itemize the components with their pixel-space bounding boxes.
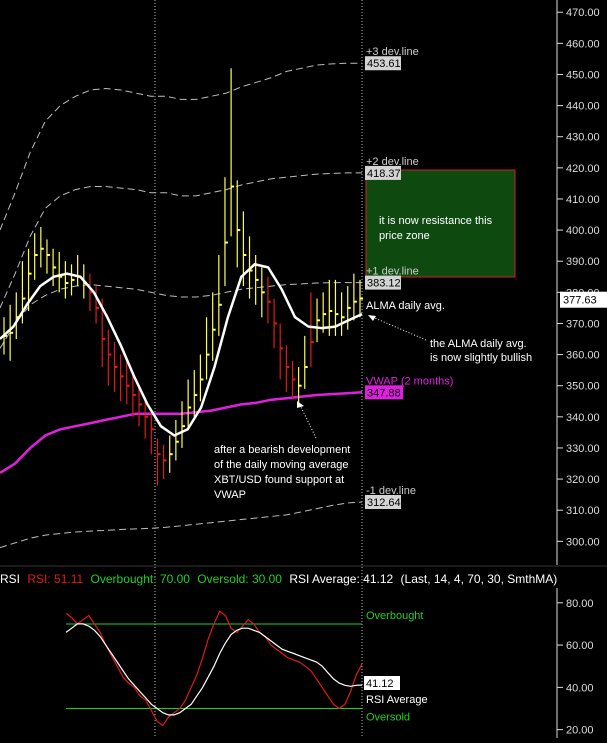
price-axis-tick-label: 430.00	[566, 132, 600, 144]
vwap-note-label: after a bearish development of the daily …	[214, 444, 350, 501]
vwap-label: VWAP (2 months)	[366, 375, 453, 387]
price-axis-tick-label: 310.00	[566, 505, 600, 517]
dev-band-line	[0, 62, 362, 231]
dev-band-label: +1 dev.line	[366, 266, 419, 278]
vwap-value-box	[365, 385, 403, 400]
rsi-header-name: RSI	[0, 572, 21, 586]
vwap-note-label-line: VWAP	[214, 489, 246, 501]
price-axis-tick-label: 470.00	[566, 7, 600, 19]
oversold-label: Oversold	[366, 712, 410, 724]
dev-band-label: -1 dev.line	[366, 485, 416, 497]
dev-band-line	[0, 172, 362, 309]
price-axis-tick-label: 440.00	[566, 101, 600, 113]
alma-note-label: the ALMA daily avg. is now slightly bulli…	[430, 338, 532, 364]
resistance-zone-label: it is now resistance this price zone	[379, 215, 493, 242]
price-axis-tick-label: 360.00	[566, 350, 600, 362]
dev-band-value-box	[365, 275, 401, 290]
rsi-axis-tick-label: 40.00	[566, 682, 594, 694]
rsi-average-value-label: 41.12	[366, 678, 394, 690]
rsi-header-oversold: Oversold: 30.00	[197, 572, 282, 586]
last-price-box	[560, 291, 607, 308]
overbought-label: Overbought	[366, 610, 423, 622]
rsi-average-value-box	[364, 676, 400, 691]
last-price-label: 377.63	[563, 295, 597, 307]
resistance-zone-label-line: price zone	[379, 230, 430, 242]
dev-band-value-box	[365, 56, 401, 71]
dev-band-value-box	[365, 165, 401, 180]
rsi-header-params: (Last, 14, 4, 70, 30, SmthMA)	[400, 572, 558, 586]
price-axis-tick-label: 390.00	[566, 256, 600, 268]
price-axis-tick-label: 350.00	[566, 381, 600, 393]
dev-band-value-label: 453.61	[367, 58, 401, 70]
price-axis-tick-label: 340.00	[566, 412, 600, 424]
dev-band-label: +3 dev.line	[366, 46, 419, 58]
rsi-average-line	[65, 623, 363, 716]
price-axis-tick-label: 370.00	[566, 318, 600, 330]
rsi-header-overbought: Overbought: 70.00	[90, 572, 190, 586]
price-axis-tick-label: 450.00	[566, 69, 600, 81]
rsi-header-average: RSI Average: 41.12	[289, 572, 394, 586]
price-axis-tick-label: 410.00	[566, 194, 600, 206]
rsi-axis-tick-label: 20.00	[566, 725, 594, 737]
vwap-value-label: 347.88	[367, 387, 401, 399]
alma-note-label-line: the ALMA daily avg.	[430, 338, 527, 350]
alma-note-arrowhead	[368, 315, 376, 321]
dev-band-label: +2 dev.line	[366, 156, 419, 168]
vwap-note-arrowhead	[297, 401, 304, 408]
price-axis-tick-label: 420.00	[566, 163, 600, 175]
resistance-zone-label-line: it is now resistance this	[379, 215, 493, 227]
dev-band-value-box	[365, 494, 401, 509]
alma-note-label-line: is now slightly bullish	[430, 352, 532, 364]
vwap-note-label-line: of the daily moving average	[214, 459, 349, 471]
rsi-average-label: RSI Average	[366, 694, 428, 706]
vwap-note-arrow	[299, 404, 317, 439]
dev-band-line	[0, 282, 362, 349]
vwap-line	[0, 391, 363, 474]
dev-band-value-label: 418.37	[367, 168, 401, 180]
rsi-header: RSI RSI: 51.11 Overbought: 70.00 Oversol…	[0, 572, 561, 588]
rsi-axis-tick-label: 60.00	[566, 640, 594, 652]
alma-note-arrow	[369, 315, 427, 341]
rsi-axis-tick-label: 80.00	[566, 598, 594, 610]
price-axis-tick-label: 400.00	[566, 225, 600, 237]
price-axis-tick-label: 300.00	[566, 536, 600, 548]
rsi-line	[65, 610, 363, 727]
price-axis-tick-label: 460.00	[566, 38, 600, 50]
price-axis-tick-label: 330.00	[566, 443, 600, 455]
vwap-note-label-line: XBT/USD found support at	[214, 474, 344, 486]
dev-band-value-label: 383.12	[367, 278, 401, 290]
resistance-zone	[365, 169, 516, 278]
price-axis-tick-label: 320.00	[566, 474, 600, 486]
dev-band-value-label: 312.64	[367, 497, 401, 509]
alma-label: ALMA daily avg.	[366, 300, 445, 312]
alma-line	[0, 262, 363, 437]
vwap-note-label-line: after a bearish development	[214, 444, 350, 456]
rsi-header-value: RSI: 51.11	[27, 572, 84, 586]
